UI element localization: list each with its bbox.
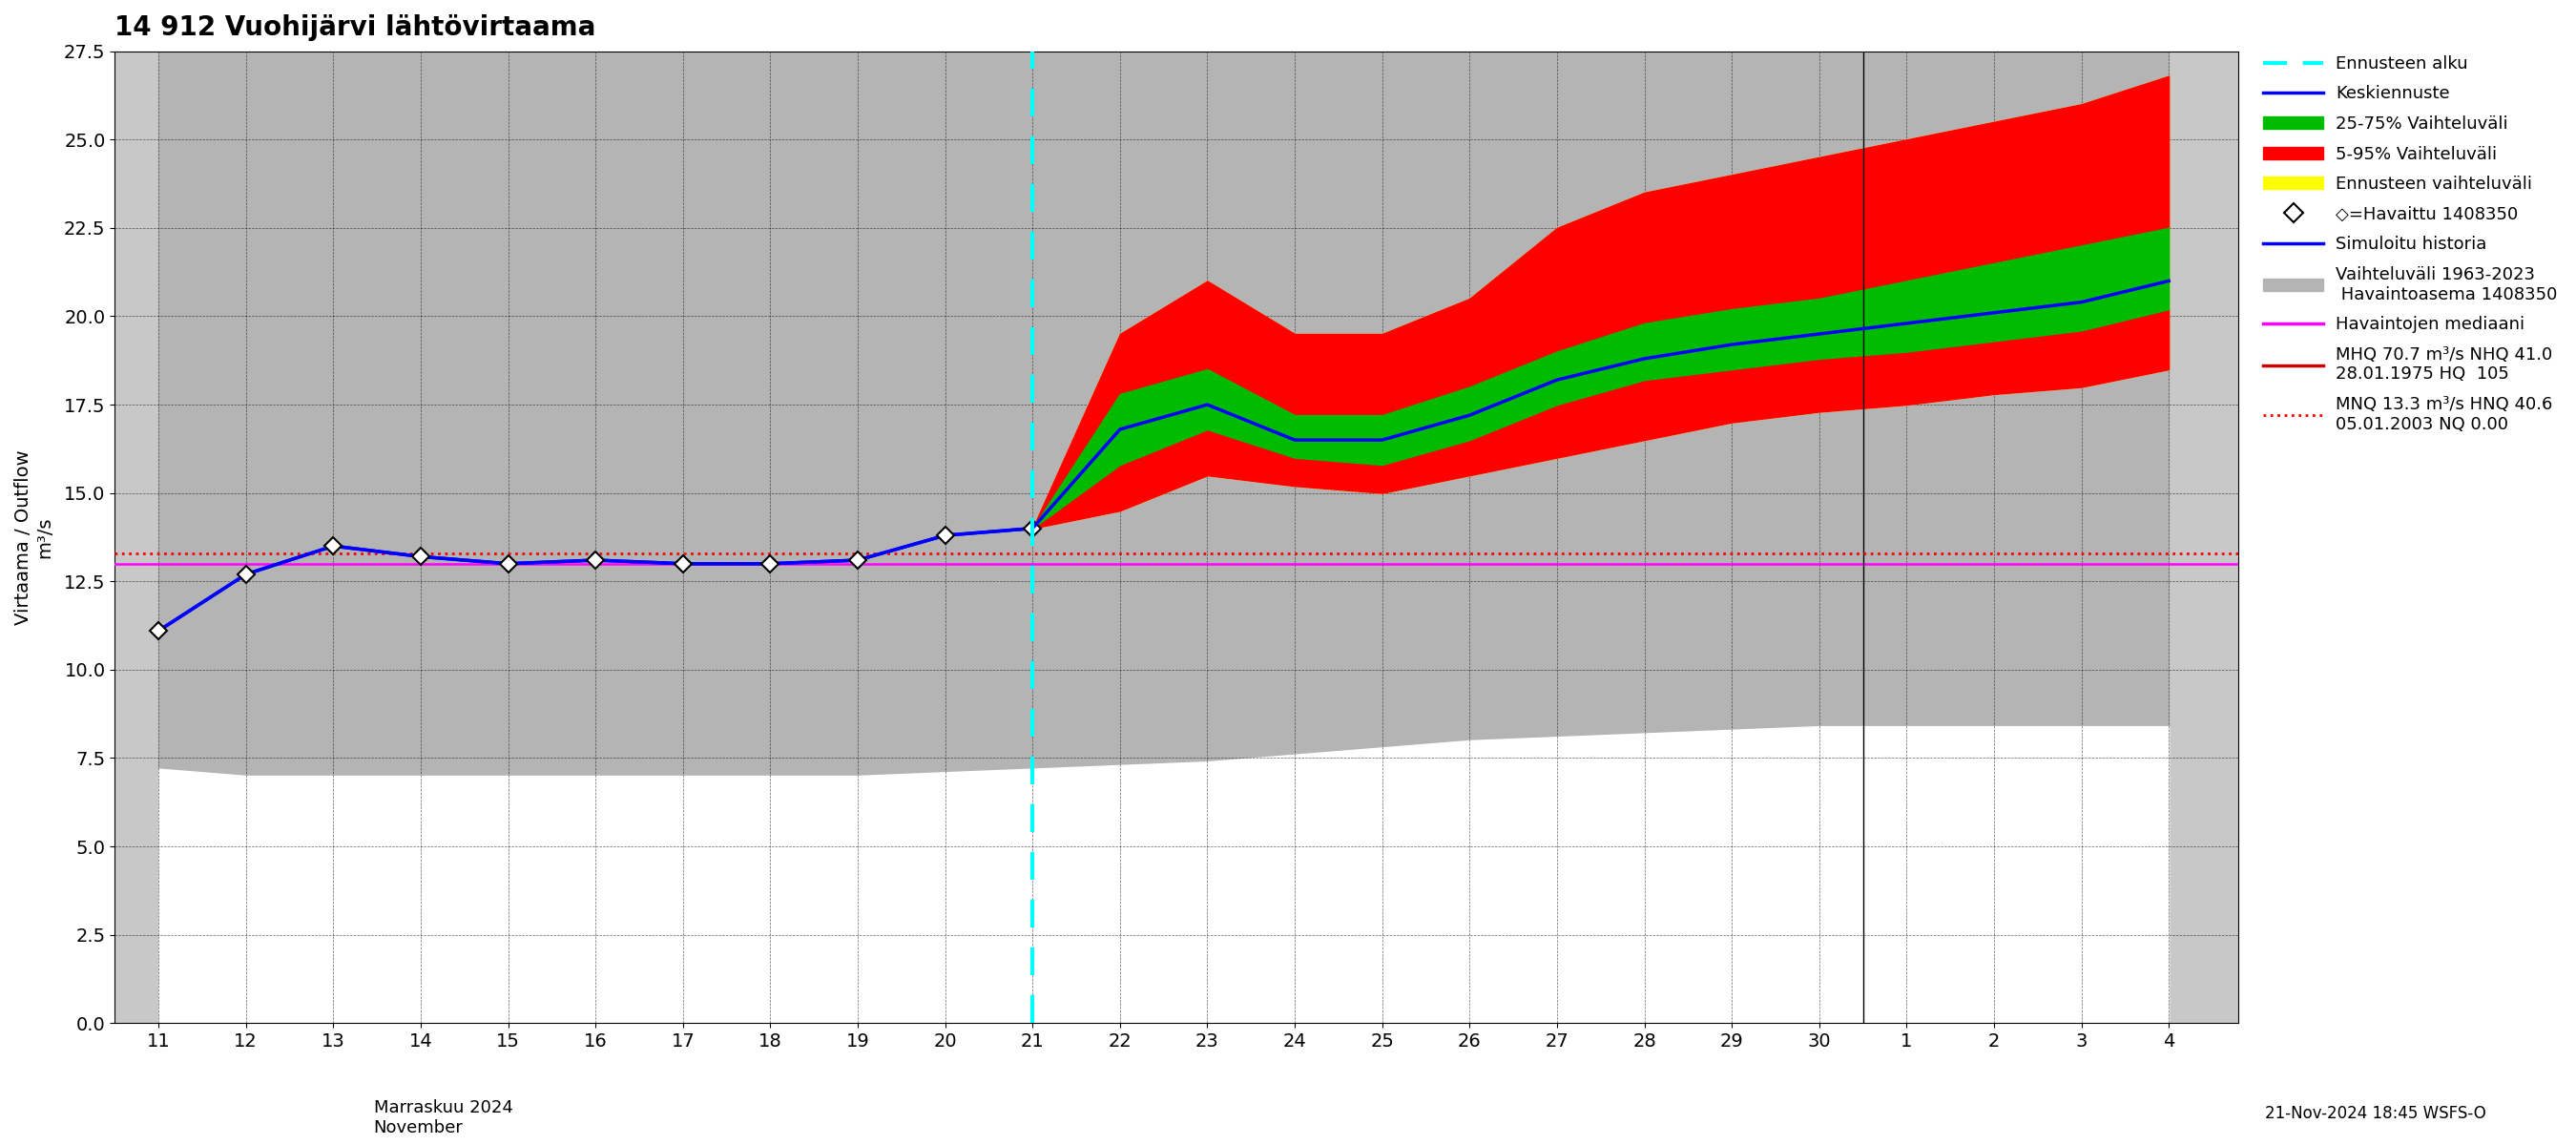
Legend: Ennusteen alku, Keskiennuste, 25-75% Vaihteluväli, 5-95% Vaihteluväli, Ennusteen: Ennusteen alku, Keskiennuste, 25-75% Vai… bbox=[2259, 50, 2563, 439]
Text: 14 912 Vuohijärvi lähtövirtaama: 14 912 Vuohijärvi lähtövirtaama bbox=[116, 14, 595, 41]
Y-axis label: Virtaama / Outflow
m³/s: Virtaama / Outflow m³/s bbox=[15, 450, 54, 625]
Text: Marraskuu 2024
November: Marraskuu 2024 November bbox=[374, 1099, 513, 1136]
Text: 21-Nov-2024 18:45 WSFS-O: 21-Nov-2024 18:45 WSFS-O bbox=[2264, 1105, 2486, 1122]
